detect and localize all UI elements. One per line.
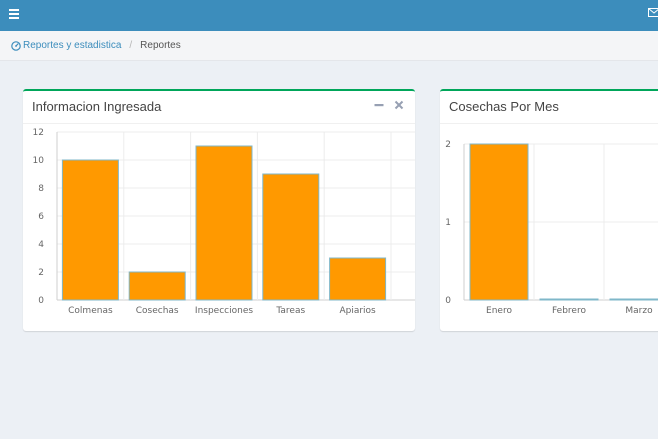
close-icon[interactable] [393, 98, 405, 112]
top-navbar [0, 0, 658, 31]
bar-apiarios[interactable] [329, 257, 387, 301]
bar-tareas[interactable] [262, 173, 320, 301]
y-tick-label: 12 [33, 128, 44, 138]
bar-chart-informacion: 0 2 4 6 8 10 12 Colmenas Cosechas Inspecciones Tar… [33, 128, 415, 316]
bar-chart-cosechas: 0 1 2 Enero Febrero Marzo [445, 140, 658, 316]
y-tick-label: 1 [445, 218, 451, 228]
breadcrumb-current: Reportes [140, 40, 181, 51]
breadcrumb-bar: Reportes y estadistica / Reportes [0, 31, 658, 61]
panel-informacion-ingresada: Informacion Ingresada 0 2 4 6 8 10 12 Colmenas C… [23, 89, 415, 331]
y-tick-label: 2 [445, 140, 451, 150]
x-tick-label-cosechas: Cosechas [136, 306, 179, 316]
breadcrumb: Reportes y estadistica / Reportes [11, 40, 181, 51]
x-tick-label-febrero: Febrero [552, 306, 586, 316]
x-tick-label-marzo: Marzo [625, 306, 653, 316]
y-tick-label: 0 [38, 296, 44, 306]
hamburger-icon[interactable] [9, 9, 19, 19]
dashboard-icon [11, 40, 21, 51]
y-tick-label: 6 [38, 212, 44, 222]
breadcrumb-separator: / [129, 40, 133, 51]
bar-colmenas[interactable] [61, 159, 119, 301]
envelope-icon[interactable] [648, 8, 658, 17]
bar-inspecciones[interactable] [195, 145, 253, 301]
panel-title: Informacion Ingresada [32, 99, 162, 114]
bar-marzo[interactable] [609, 298, 658, 301]
x-tick-label-inspecciones: Inspecciones [195, 306, 253, 316]
x-tick-label-enero: Enero [486, 306, 512, 316]
bar-cosechas[interactable] [128, 271, 186, 301]
minus-icon[interactable] [373, 98, 385, 112]
y-tick-label: 0 [445, 296, 451, 306]
panel-header: Informacion Ingresada [23, 91, 415, 124]
bar-enero[interactable] [469, 143, 529, 301]
panel-cosechas-por-mes: Cosechas Por Mes 0 1 2 Enero Febrero Marzo [440, 89, 658, 331]
x-tick-label-apiarios: Apiarios [339, 306, 376, 316]
panel-title: Cosechas Por Mes [449, 99, 559, 114]
y-tick-label: 8 [38, 184, 44, 194]
x-tick-label-colmenas: Colmenas [68, 306, 113, 316]
y-tick-label: 4 [38, 240, 44, 250]
bar-febrero[interactable] [539, 298, 599, 301]
y-tick-label: 2 [38, 268, 44, 278]
breadcrumb-link-reportes-estadistica[interactable]: Reportes y estadistica [23, 40, 122, 51]
y-tick-label: 10 [33, 156, 45, 166]
panel-header: Cosechas Por Mes [440, 91, 658, 124]
x-tick-label-tareas: Tareas [275, 306, 305, 316]
